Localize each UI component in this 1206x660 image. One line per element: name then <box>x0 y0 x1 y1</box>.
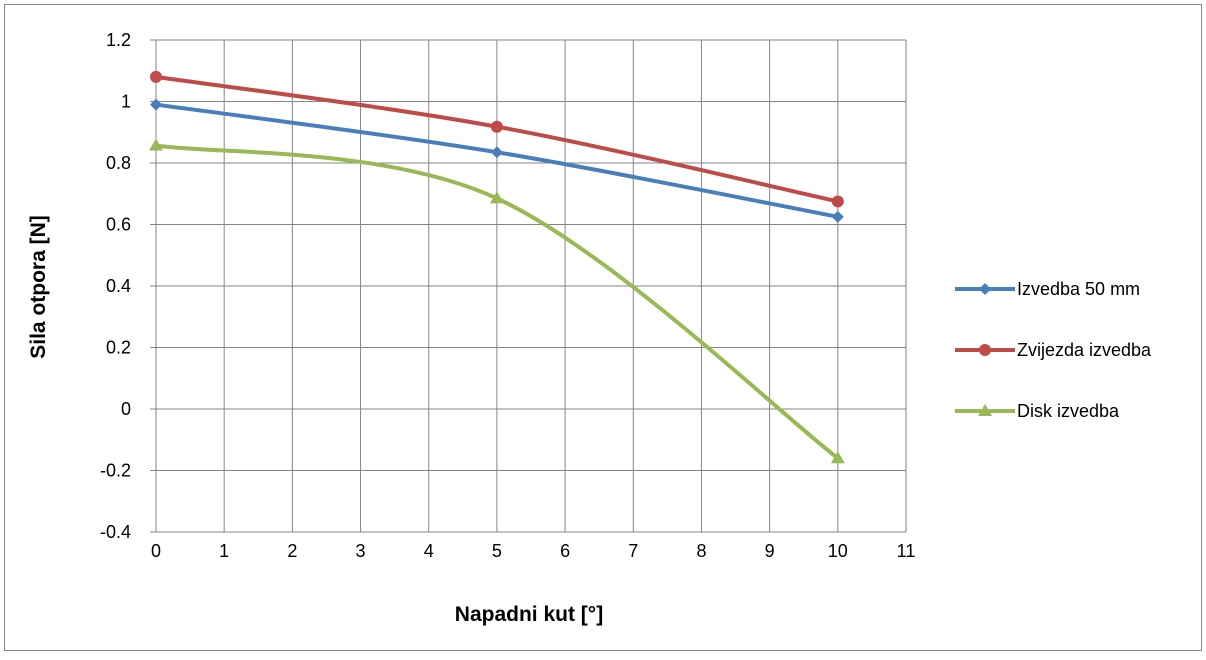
data-point-disk-izvedba <box>830 451 845 464</box>
grid <box>156 39 907 533</box>
legend-label-disk-izvedba: Disk izvedba <box>1017 401 1120 421</box>
x-tick-label: 5 <box>492 541 502 561</box>
x-tick-label: 8 <box>696 541 706 561</box>
data-point-izvedba-50-mm <box>490 146 503 159</box>
x-tick-label: 10 <box>828 541 848 561</box>
axes: 0 1 2 3 4 5 6 7 8 9 10 11 -0.4 -0.2 0 0.2 0.4 0.6 0.8 1 1.2 <box>100 30 915 561</box>
x-tick-label: 7 <box>628 541 638 561</box>
data-point-zvijezda-izvedba <box>150 70 162 83</box>
data-point-disk-izvedba <box>149 138 163 151</box>
y-tick-label: 1.2 <box>106 30 131 50</box>
y-tick-label: -0.4 <box>100 522 131 542</box>
x-tick-label: 3 <box>356 541 366 561</box>
data-point-zvijezda-izvedba <box>831 195 844 208</box>
x-tick-label: 6 <box>560 541 570 561</box>
x-tick-label: 11 <box>897 541 916 561</box>
data-point-disk-izvedba <box>489 191 504 204</box>
x-axis-title: Napadni kut [°] <box>455 603 603 626</box>
y-tick-label: 0.8 <box>106 153 131 173</box>
x-tick-label: 4 <box>424 541 434 561</box>
x-tick-label: 9 <box>765 541 775 561</box>
y-tick-label: -0.2 <box>100 461 131 481</box>
legend-label-izvedba-50-mm: Izvedba 50 mm <box>1017 279 1140 299</box>
legend-marker-izvedba-50-mm <box>979 283 991 295</box>
y-axis-title: Sila otpora [N] <box>27 215 50 359</box>
y-tick-label: 1 <box>121 92 131 112</box>
y-tick-label: 0.4 <box>106 276 131 296</box>
data-point-izvedba-50-mm <box>150 98 162 111</box>
x-tick-label: 0 <box>151 541 161 561</box>
data-point-izvedba-50-mm <box>831 210 844 223</box>
legend-marker-zvijezda-izvedba <box>979 344 991 356</box>
x-tick-label: 1 <box>219 541 229 561</box>
x-tick-label: 2 <box>287 541 297 561</box>
data-point-zvijezda-izvedba <box>490 120 503 133</box>
legend-label-zvijezda-izvedba: Zvijezda izvedba <box>1017 340 1152 360</box>
y-tick-label: 0.6 <box>106 215 131 235</box>
y-tick-label: 0.2 <box>106 338 131 358</box>
series-layer <box>149 70 845 464</box>
legend: Izvedba 50 mm Zvijezda izvedba Disk izvedb… <box>955 279 1152 421</box>
legend-marker-disk-izvedba <box>978 404 992 416</box>
y-tick-label: 0 <box>121 399 131 419</box>
